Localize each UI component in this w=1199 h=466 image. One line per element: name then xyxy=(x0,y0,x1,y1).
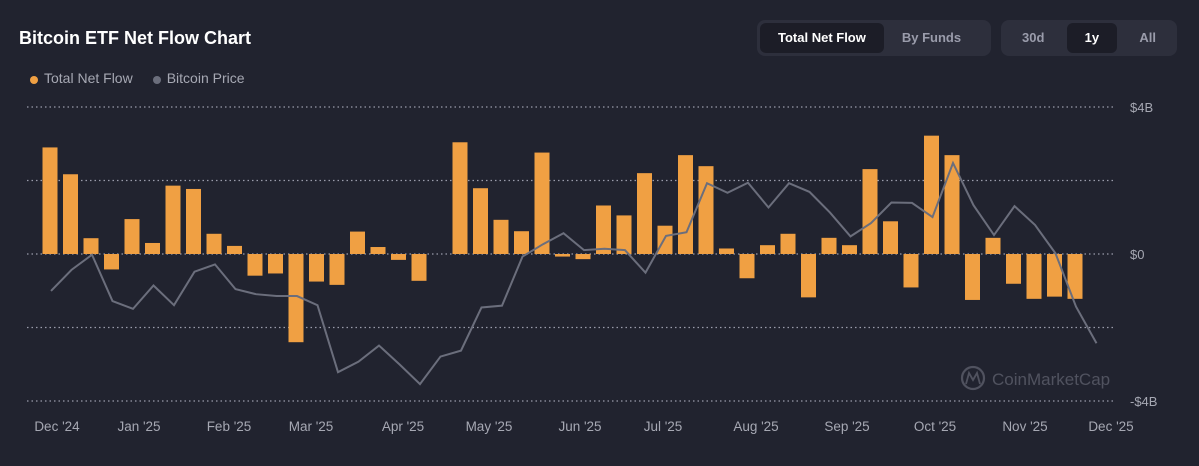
net-flow-bar[interactable] xyxy=(575,254,591,260)
tab-30d[interactable]: 30d xyxy=(1022,30,1045,45)
net-flow-bar[interactable] xyxy=(719,248,734,254)
net-flow-bar[interactable] xyxy=(514,231,529,254)
net-flow-bar[interactable] xyxy=(534,152,550,254)
net-flow-bar[interactable] xyxy=(637,173,652,254)
net-flow-bar[interactable] xyxy=(616,215,632,254)
net-flow-bar[interactable] xyxy=(1047,254,1062,297)
legend-item-net-flow[interactable]: Total Net Flow xyxy=(30,70,133,86)
x-tick-label: Nov '25 xyxy=(1002,419,1047,434)
x-tick-label: Dec '25 xyxy=(1088,419,1133,434)
legend-label: Total Net Flow xyxy=(44,70,133,86)
net-flow-bar[interactable] xyxy=(985,237,1001,254)
net-flow-bar[interactable] xyxy=(309,254,324,282)
net-flow-bar[interactable] xyxy=(1006,254,1021,284)
net-flow-bar[interactable] xyxy=(42,147,58,254)
y-tick-label: $4B xyxy=(1130,100,1153,115)
net-flow-bar[interactable] xyxy=(862,169,878,254)
tab-total-net-flow[interactable]: Total Net Flow xyxy=(760,23,884,53)
coinmarketcap-logo-icon xyxy=(960,365,986,391)
net-flow-bar[interactable] xyxy=(329,254,345,285)
net-flow-bar[interactable] xyxy=(124,219,140,254)
net-flow-bar[interactable] xyxy=(596,205,611,254)
net-flow-bar[interactable] xyxy=(145,242,160,254)
x-tick-label: Oct '25 xyxy=(914,419,956,434)
x-tick-label: Jan '25 xyxy=(117,419,160,434)
net-flow-bar[interactable] xyxy=(821,237,837,254)
net-flow-bar[interactable] xyxy=(83,238,99,254)
watermark: CoinMarketCap xyxy=(960,365,1110,391)
net-flow-bar[interactable] xyxy=(555,254,570,257)
price-line xyxy=(50,160,1098,386)
net-flow-bar[interactable] xyxy=(903,254,919,288)
y-tick-label: -$4B xyxy=(1130,394,1157,409)
range-toggle: 30d 1y All xyxy=(1001,20,1177,56)
net-flow-bar[interactable] xyxy=(391,254,406,260)
x-tick-label: Sep '25 xyxy=(824,419,869,434)
x-tick-label: May '25 xyxy=(466,419,513,434)
net-flow-bar[interactable] xyxy=(493,219,509,254)
net-flow-bar[interactable] xyxy=(63,174,78,254)
x-tick-label: Mar '25 xyxy=(289,419,334,434)
legend-item-price[interactable]: Bitcoin Price xyxy=(152,70,245,86)
net-flow-bar[interactable] xyxy=(780,233,796,254)
net-flow-bar[interactable] xyxy=(842,245,857,254)
net-flow-bar[interactable] xyxy=(760,245,775,254)
net-flow-bar[interactable] xyxy=(883,221,898,254)
chart-title: Bitcoin ETF Net Flow Chart xyxy=(19,28,251,48)
coinmarketcap-logo-mark xyxy=(965,370,981,385)
x-tick-label: Dec '24 xyxy=(34,419,80,434)
x-tick-label: Feb '25 xyxy=(207,419,252,434)
net-flow-bar[interactable] xyxy=(247,254,263,276)
net-flow-bar[interactable] xyxy=(1026,254,1042,299)
net-flow-bar[interactable] xyxy=(698,166,714,254)
legend: Total Net Flow Bitcoin Price xyxy=(30,70,245,86)
net-flow-bar[interactable] xyxy=(657,225,673,254)
watermark-text: CoinMarketCap xyxy=(992,370,1110,389)
x-tick-label: Aug '25 xyxy=(733,419,778,434)
net-flow-bar[interactable] xyxy=(801,254,816,298)
net-flow-bar[interactable] xyxy=(350,231,365,254)
net-flow-bar[interactable] xyxy=(411,254,427,281)
y-tick-label: $0 xyxy=(1130,247,1144,262)
net-flow-bar[interactable] xyxy=(206,233,222,254)
view-toggle: Total Net Flow By Funds xyxy=(757,20,991,56)
net-flow-bar[interactable] xyxy=(1067,254,1083,299)
x-tick-label: Jul '25 xyxy=(644,419,683,434)
net-flow-bar[interactable] xyxy=(473,188,488,254)
net-flow-bar[interactable] xyxy=(288,254,304,343)
net-flow-bar[interactable] xyxy=(104,254,119,270)
legend-dot-icon xyxy=(152,75,161,84)
net-flow-bar[interactable] xyxy=(678,155,693,254)
tab-1y[interactable]: 1y xyxy=(1066,23,1118,53)
net-flow-bar[interactable] xyxy=(227,245,242,254)
net-flow-bar[interactable] xyxy=(452,142,468,254)
tab-all[interactable]: All xyxy=(1139,30,1156,45)
net-flow-bar[interactable] xyxy=(739,254,755,279)
x-tick-label: Jun '25 xyxy=(558,419,601,434)
net-flow-bar[interactable] xyxy=(268,254,283,274)
x-tick-label: Apr '25 xyxy=(382,419,424,434)
net-flow-bar[interactable] xyxy=(165,185,181,254)
net-flow-bar[interactable] xyxy=(924,135,939,254)
net-flow-bar[interactable] xyxy=(370,247,386,254)
net-flow-bar[interactable] xyxy=(186,188,201,254)
net-flow-bar[interactable] xyxy=(965,254,980,300)
tab-by-funds[interactable]: By Funds xyxy=(901,30,962,45)
net-flow-bar[interactable] xyxy=(944,155,960,254)
legend-label: Bitcoin Price xyxy=(166,70,245,86)
legend-dot-icon xyxy=(30,75,38,84)
